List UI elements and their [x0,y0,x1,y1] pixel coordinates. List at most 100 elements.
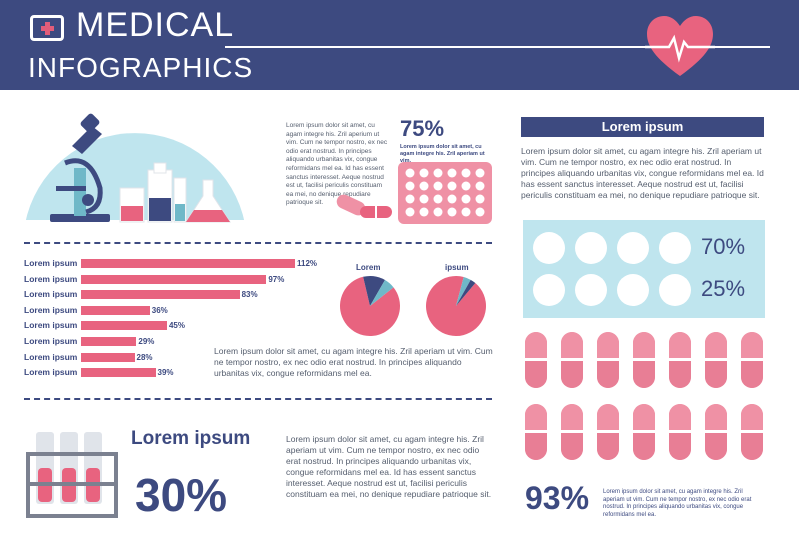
pill-dot [405,194,415,204]
header-banner: MEDICAL INFOGRAPHICS [0,0,799,90]
pill-dot [405,168,415,178]
tablet [617,274,649,306]
bar-value: 29% [138,337,155,346]
pill-dot [419,168,429,178]
pills-caption: Lorem ipsum dolor sit amet, cu agam inte… [400,144,485,164]
bar-label: Lorem ipsum [24,258,78,268]
bar-value: 39% [157,368,174,378]
capsule-icon [741,404,763,460]
capsule-icon [561,404,583,460]
tablet [575,232,607,264]
tablet [659,232,691,264]
pill-dot [447,194,457,204]
capsule-icon [705,332,727,388]
pill-dot [475,168,485,178]
intro-text: Lorem ipsum dolor sit amet, cu agam inte… [286,122,388,207]
bar-label: Lorem ipsum [24,336,78,346]
pill-dot [419,207,429,217]
bar-value: 36% [151,305,168,315]
bar [81,368,156,378]
pill-dot [433,194,443,204]
test-tube-rack-icon [26,432,118,518]
pill-dot [405,207,415,217]
capsules-caption: Lorem ipsum dolor sit amet, cu agam inte… [603,489,752,518]
bar [81,305,150,315]
title-line-1: MEDICAL [76,6,235,44]
capsule-icon [705,404,727,460]
bar-label: Lorem ipsum [24,304,78,315]
pill-dot [433,168,443,178]
pill-dot [475,207,485,217]
bar-value: 45% [168,321,185,331]
pie-slice [456,279,476,306]
pie-slice [370,280,394,306]
bar [81,321,167,331]
pie-label-2: ipsum [445,263,469,272]
bar-value: 83% [241,290,258,300]
capsule-icon [525,332,547,388]
pill-dot [447,168,457,178]
bar-chart: Lorem ipsum 112% Lorem ipsum 97% Lorem ipsum… [24,258,324,388]
pie-slice [340,276,400,336]
capsule-icon [669,332,691,388]
pill-dot [419,194,429,204]
capsule-icon [597,404,619,460]
tablet [575,274,607,306]
capsule-icon [525,404,547,460]
right-panel-heading: Lorem ipsum [601,119,684,134]
bottom-heading: Lorem ipsum [131,428,251,449]
pill-dot [447,181,457,191]
bar [81,274,267,284]
pill-blister-icon [398,162,492,224]
capsule-pills-icon [336,194,392,218]
capsule-icon [561,332,583,388]
bar-value: 112% [297,259,318,268]
pills-percent: 75% [400,116,445,141]
pie-chart-2 [426,276,486,336]
bar-value: 28% [136,352,153,362]
pill-dot [461,207,471,217]
tablet-blister: 70% 25% [523,220,765,318]
bar-label: Lorem ipsum [24,367,78,378]
capsule-icon [633,404,655,460]
medical-case-icon [30,15,64,41]
pie-slice [363,276,385,306]
pill-dot [433,207,443,217]
blister-percent-1: 70% [701,234,746,259]
capsule-icon [597,332,619,388]
pill-dot [405,181,415,191]
pie-chart-1 [340,276,400,336]
pie-label-1: Lorem [356,263,381,272]
pill-dot [433,181,443,191]
tablet [533,232,565,264]
pill-dot [447,207,457,217]
pill-dot [419,181,429,191]
heart-pulse-icon [645,16,715,76]
middle-text: Lorem ipsum dolor sit amet, cu agam inte… [214,346,493,378]
bar [81,259,295,268]
bar [81,352,135,362]
lab-equipment-illustration [20,113,250,226]
capsule-icon [633,332,655,388]
pill-dot [461,168,471,178]
bar-label: Lorem ipsum [24,351,78,362]
bar [81,290,240,300]
divider [24,398,492,400]
tablets-illustration [533,232,691,306]
bar-label: Lorem ipsum [24,273,78,284]
tablet [659,274,691,306]
pill-dot [475,181,485,191]
capsule-icon [741,332,763,388]
capsules-percent: 93% [525,480,590,516]
tablet [533,274,565,306]
divider [24,242,492,244]
header-divider [225,46,770,48]
tablet [617,232,649,264]
bottom-text: Lorem ipsum dolor sit amet, cu agam inte… [286,434,492,499]
bar-label: Lorem ipsum [24,289,78,300]
pill-dot [475,194,485,204]
capsules-grid [525,332,765,468]
pie-slice [456,277,471,306]
right-panel-text: Lorem ipsum dolor sit amet, cu agam inte… [521,146,764,200]
pill-dot [461,194,471,204]
